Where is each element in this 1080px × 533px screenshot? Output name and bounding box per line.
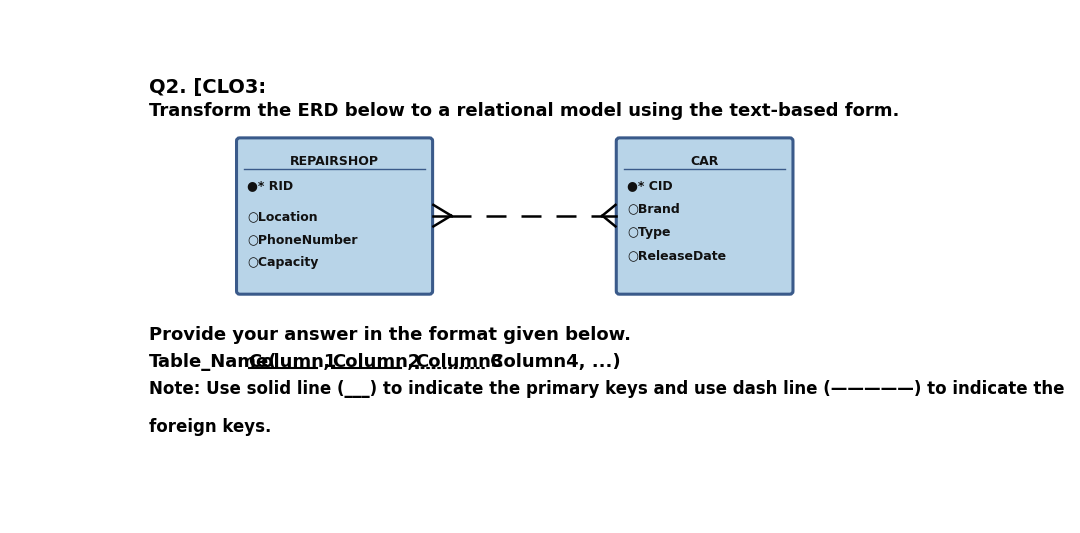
Text: ●* CID: ●* CID: [627, 180, 673, 192]
Text: Column3: Column3: [416, 353, 504, 371]
Text: Transform the ERD below to a relational model using the text-based form.: Transform the ERD below to a relational …: [149, 102, 900, 120]
Text: ,: ,: [401, 353, 420, 371]
Text: ○Location: ○Location: [247, 210, 318, 223]
Text: ●* RID: ●* RID: [247, 180, 294, 192]
Text: ○PhoneNumber: ○PhoneNumber: [247, 233, 357, 246]
Text: REPAIRSHOP: REPAIRSHOP: [291, 155, 379, 168]
Text: Column2: Column2: [332, 353, 420, 371]
Text: ○Type: ○Type: [627, 225, 671, 239]
FancyBboxPatch shape: [617, 138, 793, 294]
Text: ○Brand: ○Brand: [627, 203, 680, 215]
Text: Column1: Column1: [248, 353, 337, 371]
FancyBboxPatch shape: [237, 138, 433, 294]
Text: Q2. [CLO3:: Q2. [CLO3:: [149, 78, 266, 97]
Text: ,: ,: [318, 353, 336, 371]
Text: Note: Use solid line (___) to indicate the primary keys and use dash line (—————: Note: Use solid line (___) to indicate t…: [149, 379, 1065, 398]
Text: Provide your answer in the format given below.: Provide your answer in the format given …: [149, 326, 631, 344]
Text: foreign keys.: foreign keys.: [149, 418, 271, 436]
Text: ○ReleaseDate: ○ReleaseDate: [627, 249, 726, 262]
Text: Column4, ...): Column4, ...): [484, 353, 621, 371]
Text: CAR: CAR: [690, 155, 719, 168]
Text: Table_Name(: Table_Name(: [149, 353, 278, 371]
Text: ○Capacity: ○Capacity: [247, 256, 319, 270]
